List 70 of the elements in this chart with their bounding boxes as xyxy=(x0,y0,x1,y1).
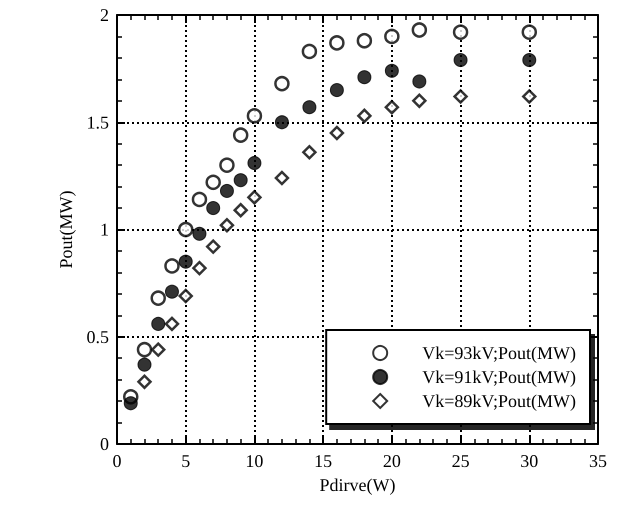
point xyxy=(136,342,152,358)
x-tick-label: 20 xyxy=(382,451,401,471)
point xyxy=(302,145,317,160)
point xyxy=(234,173,248,188)
point xyxy=(150,342,166,357)
point xyxy=(357,108,372,124)
point xyxy=(178,288,193,304)
point xyxy=(302,100,316,114)
point xyxy=(178,254,193,269)
y-tick-label: 0.5 xyxy=(86,326,109,347)
point xyxy=(247,156,262,170)
point xyxy=(232,127,248,143)
point xyxy=(357,70,372,84)
point xyxy=(522,24,538,40)
point xyxy=(206,201,220,216)
x-tick-label: 0 xyxy=(112,451,122,471)
point xyxy=(302,44,318,60)
point xyxy=(124,396,138,410)
x-axis-title: Pdirve(W) xyxy=(320,475,396,495)
point xyxy=(274,115,289,130)
x-tick-label: 5 xyxy=(181,451,190,471)
x-tick-label: 35 xyxy=(589,451,607,471)
point xyxy=(274,76,290,92)
y-tick-label: 0 xyxy=(100,434,109,454)
legend-label: Vk=93kV;Pout(MW) xyxy=(422,343,576,363)
point xyxy=(205,174,221,190)
point xyxy=(164,316,180,332)
point xyxy=(454,53,468,68)
point xyxy=(150,290,166,306)
point xyxy=(233,202,248,218)
point xyxy=(453,89,468,104)
point xyxy=(192,260,207,276)
x-tick-label: 25 xyxy=(452,451,470,471)
point xyxy=(412,94,427,108)
point xyxy=(137,374,152,390)
point xyxy=(384,100,400,114)
point xyxy=(247,190,262,205)
point xyxy=(192,226,206,241)
point xyxy=(206,239,220,254)
point xyxy=(164,284,179,299)
point xyxy=(220,184,234,198)
point xyxy=(384,64,399,78)
point xyxy=(220,218,234,232)
x-tick-label: 15 xyxy=(314,451,332,471)
point xyxy=(138,358,152,372)
x-tick-label: 30 xyxy=(520,451,538,471)
y-tick-label: 2 xyxy=(100,5,109,25)
point xyxy=(219,157,235,173)
point xyxy=(452,24,468,40)
point xyxy=(412,74,426,88)
point xyxy=(330,83,344,98)
legend-label: Vk=89kV;Pout(MW) xyxy=(422,391,576,411)
point xyxy=(330,126,344,140)
point xyxy=(356,32,372,48)
point xyxy=(246,108,262,124)
point xyxy=(522,89,537,104)
point xyxy=(329,35,345,51)
point xyxy=(164,258,180,274)
point xyxy=(412,22,428,38)
legend-label: Vk=91kV;Pout(MW) xyxy=(422,367,576,387)
y-tick-label: 1 xyxy=(100,220,109,240)
point xyxy=(522,53,536,68)
point xyxy=(274,170,290,186)
x-tick-label: 10 xyxy=(245,451,264,471)
point xyxy=(384,28,400,44)
point xyxy=(192,192,208,208)
point xyxy=(178,222,194,238)
y-axis-title: Pout(MW) xyxy=(56,190,76,268)
point xyxy=(151,316,166,331)
y-tick-label: 1.5 xyxy=(86,112,109,132)
